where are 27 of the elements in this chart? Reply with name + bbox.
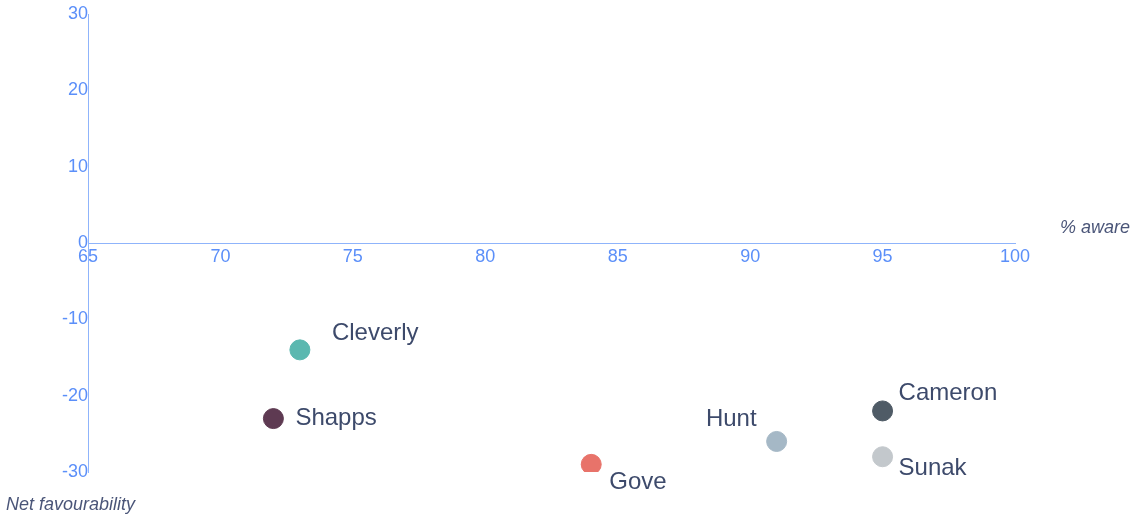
point — [262, 408, 284, 430]
y-tick-label: -10 — [61, 308, 88, 329]
point — [580, 453, 602, 472]
series-label: Cameron — [898, 377, 998, 405]
x-axis-title: % aware — [1059, 217, 1130, 238]
series-label: Gove — [609, 466, 667, 494]
x-tick-label: 70 — [210, 245, 231, 266]
series-label: Hunt — [705, 404, 757, 432]
x-tick-label: 80 — [475, 245, 496, 266]
point — [872, 400, 894, 422]
point — [289, 339, 311, 361]
point — [766, 430, 788, 452]
y-tick-label: -30 — [61, 460, 88, 481]
point — [872, 446, 894, 468]
series-label: Cleverly — [331, 318, 419, 346]
y-tick-label: 10 — [67, 155, 88, 176]
x-tick-label: 95 — [872, 245, 893, 266]
series-label: Sunak — [898, 453, 968, 481]
y-axis-title: Net favourability — [6, 494, 136, 515]
y-tick-label: -20 — [61, 384, 88, 405]
x-tick-label: 90 — [740, 245, 761, 266]
x-tick-label: 100 — [999, 245, 1031, 266]
y-tick-label: 30 — [67, 2, 88, 23]
x-tick-label: 75 — [342, 245, 363, 266]
x-tick-label: 85 — [607, 245, 628, 266]
series-label: Shapps — [295, 403, 377, 431]
y-tick-label: 20 — [67, 79, 88, 100]
